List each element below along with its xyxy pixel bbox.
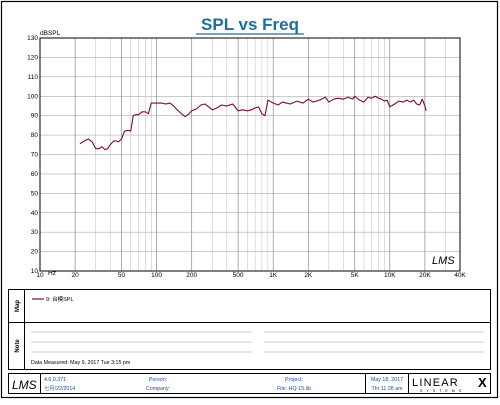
y-tick-label: 30: [31, 229, 39, 236]
y-tick-label: 120: [27, 54, 38, 61]
linearx-logo-text: LINEAR: [412, 377, 459, 389]
map-label: Map: [15, 300, 21, 312]
y-tick-label: 90: [31, 113, 39, 120]
linearx-logo-sub: SYSTEMS: [420, 389, 465, 393]
x-tick-label: 500: [233, 272, 244, 279]
project-label: Project:: [285, 377, 303, 383]
file-label: File: HQ-15.lib: [277, 386, 311, 392]
x-tick-label: 10K: [384, 272, 396, 279]
y-tick-label: 70: [31, 152, 39, 159]
series-layer: [79, 95, 427, 151]
chart-lms-logo: LMS: [432, 255, 455, 267]
x-tick-label: 50: [118, 272, 126, 279]
software-version-date: 七月/22/2014: [44, 384, 75, 392]
x-axis-ticks: 10 20 50 100 200 500 1K 2K 5K 10K 20K 40K: [36, 272, 466, 279]
report-date: May 18, 2017: [371, 377, 403, 383]
note-label: Note: [15, 339, 21, 353]
y-tick-label: 50: [31, 190, 39, 197]
map-panel: [24, 289, 491, 323]
data-measured: Data Measured: May 9, 2017 Tue 3:15 pm: [31, 360, 131, 366]
footer-bar: [8, 373, 491, 394]
chart-title: SPL vs Freq: [201, 15, 299, 34]
y-tick-label: 20: [31, 249, 39, 256]
y-tick-label: 130: [27, 35, 38, 42]
company-label: Company:: [146, 386, 170, 392]
y-axis-label: dBSPL: [40, 30, 61, 37]
y-axis-ticks: 10 20 30 40 50 60 70 80 90 100 110 120 130: [27, 35, 38, 275]
x-tick-label: 40K: [454, 272, 466, 279]
y-tick-label: 10: [31, 268, 39, 275]
report-time: Thr 11:28 am: [371, 386, 403, 392]
y-tick-label: 60: [31, 171, 39, 178]
y-tick-label: 100: [27, 93, 38, 100]
software-version: 4.6.0.371: [44, 377, 66, 383]
x-tick-label: 100: [151, 272, 162, 279]
linearx-logo-mark: X: [478, 375, 487, 390]
series-line: [79, 95, 427, 151]
linearx-logo: LINEAR X SYSTEMS: [412, 375, 487, 393]
y-tick-label: 80: [31, 132, 39, 139]
x-tick-label: 10: [36, 272, 44, 279]
x-tick-label: 1K: [269, 272, 278, 279]
legend-entry: 9: 台模SPL: [46, 295, 74, 303]
plot-border: [39, 37, 461, 272]
note-panel: [24, 322, 491, 370]
x-tick-label: 20: [71, 272, 79, 279]
person-label: Person:: [149, 377, 167, 383]
x-tick-label: 2K: [304, 272, 313, 279]
x-tick-label: 5K: [351, 272, 360, 279]
x-tick-label: 20K: [419, 272, 431, 279]
x-axis-unit: Hz: [48, 270, 56, 277]
plot-grid: [39, 37, 461, 272]
y-tick-label: 110: [28, 74, 39, 81]
footer-lms-logo: LMS: [12, 378, 37, 392]
y-tick-label: 40: [31, 210, 39, 217]
x-tick-label: 200: [186, 272, 197, 279]
note-lines: [31, 331, 484, 353]
